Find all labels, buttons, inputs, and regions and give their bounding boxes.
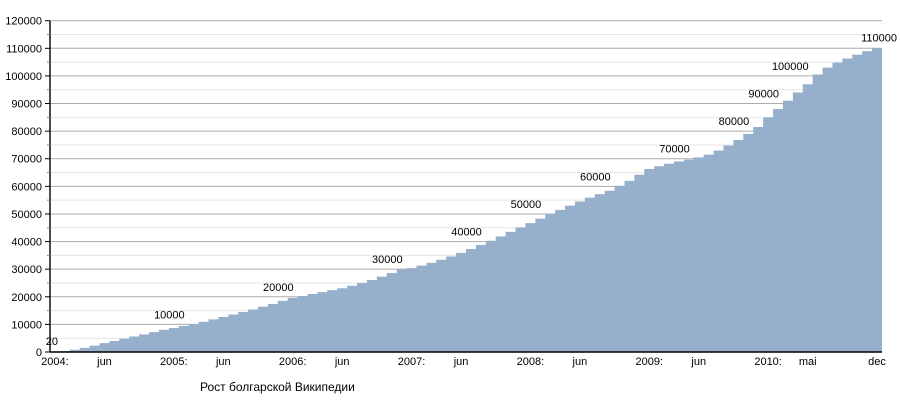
svg-text:mai: mai — [799, 356, 817, 368]
svg-text:jun: jun — [96, 356, 112, 368]
svg-text:110000: 110000 — [861, 32, 897, 44]
svg-text:2010:: 2010: — [754, 356, 782, 368]
milestone-labels: 20 10000 20000 30000 40000 50000 60000 70000 800… — [46, 32, 897, 348]
svg-text:80000: 80000 — [11, 126, 42, 138]
svg-text:jun: jun — [215, 356, 231, 368]
svg-text:90000: 90000 — [11, 99, 42, 111]
svg-text:10000: 10000 — [154, 309, 185, 321]
svg-text:2009:: 2009: — [635, 356, 663, 368]
svg-text:2006:: 2006: — [279, 356, 307, 368]
svg-text:40000: 40000 — [451, 227, 482, 239]
svg-text:20: 20 — [46, 336, 58, 348]
svg-text:20000: 20000 — [11, 292, 42, 304]
chart-title: Рост болгарской Википедии — [200, 380, 355, 394]
svg-text:dec: dec — [868, 356, 886, 368]
svg-text:2007:: 2007: — [398, 356, 426, 368]
article-count-area — [50, 48, 882, 353]
svg-text:20000: 20000 — [263, 282, 294, 294]
svg-text:60000: 60000 — [11, 181, 42, 193]
svg-text:2004:: 2004: — [41, 356, 69, 368]
svg-text:jun: jun — [453, 356, 469, 368]
y-axis-labels: 0 10000 20000 30000 40000 50000 60000 70000 8000… — [5, 16, 42, 359]
svg-text:120000: 120000 — [5, 16, 42, 28]
svg-text:80000: 80000 — [719, 116, 750, 128]
svg-text:10000: 10000 — [11, 319, 42, 331]
svg-text:90000: 90000 — [748, 89, 779, 101]
svg-text:40000: 40000 — [11, 237, 42, 249]
svg-text:2005:: 2005: — [160, 356, 188, 368]
svg-text:50000: 50000 — [11, 209, 42, 221]
svg-text:jun: jun — [690, 356, 706, 368]
svg-text:jun: jun — [572, 356, 588, 368]
svg-text:2008:: 2008: — [517, 356, 545, 368]
svg-text:100000: 100000 — [772, 61, 809, 73]
svg-text:70000: 70000 — [659, 144, 690, 156]
svg-text:110000: 110000 — [6, 43, 42, 55]
svg-text:0: 0 — [36, 347, 42, 359]
svg-text:30000: 30000 — [372, 254, 403, 266]
svg-text:30000: 30000 — [11, 264, 42, 276]
y-axis-ticks — [45, 20, 50, 353]
svg-text:50000: 50000 — [511, 199, 542, 211]
x-axis-labels: 2004: jun 2005: jun 2006: jun 2007: jun 2008: jun… — [41, 356, 886, 368]
svg-text:jun: jun — [334, 356, 350, 368]
svg-text:60000: 60000 — [580, 171, 611, 183]
svg-text:70000: 70000 — [11, 154, 42, 166]
svg-text:100000: 100000 — [5, 71, 42, 83]
